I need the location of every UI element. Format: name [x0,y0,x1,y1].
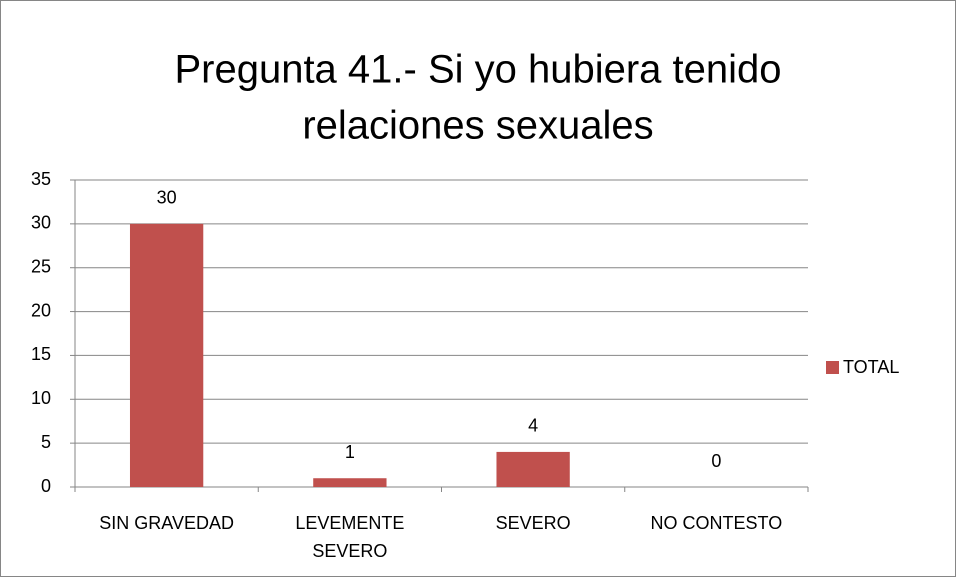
chart-title: relaciones sexuales [302,104,653,148]
x-tick-label: LEVEMENTE SEVERO [295,513,405,561]
y-tick-label: 5 [41,432,51,452]
y-tick-label: 10 [31,388,51,408]
x-tick-label: NO CONTESTO [650,513,783,533]
bar [129,223,204,487]
y-tick-label: 30 [31,213,51,233]
legend-swatch [826,361,839,374]
y-tick-label: 35 [31,169,51,189]
x-tick-label-box: NO CONTESTO [650,513,783,533]
value-label: 30 [157,188,177,208]
bar [496,451,570,487]
x-tick-label-box: SIN GRAVEDAD [99,513,234,533]
value-label: 0 [711,451,721,471]
chart-title: Pregunta 41.- Si yo hubiera tenido [174,48,781,92]
x-tick-label-box: SEVERO [495,513,571,533]
y-tick-label: 25 [31,256,51,276]
x-tick-label: SEVERO [495,513,571,533]
x-tick-label-box: LEVEMENTE SEVERO [295,513,405,561]
legend-label: TOTAL [843,357,899,377]
value-label: 4 [528,416,538,436]
y-tick-label: 0 [41,476,51,496]
bar [313,478,387,487]
x-tick-label: SIN GRAVEDAD [99,513,234,533]
value-label: 1 [345,442,355,462]
y-tick-label: 15 [31,344,51,364]
y-tick-label: 20 [31,300,51,320]
